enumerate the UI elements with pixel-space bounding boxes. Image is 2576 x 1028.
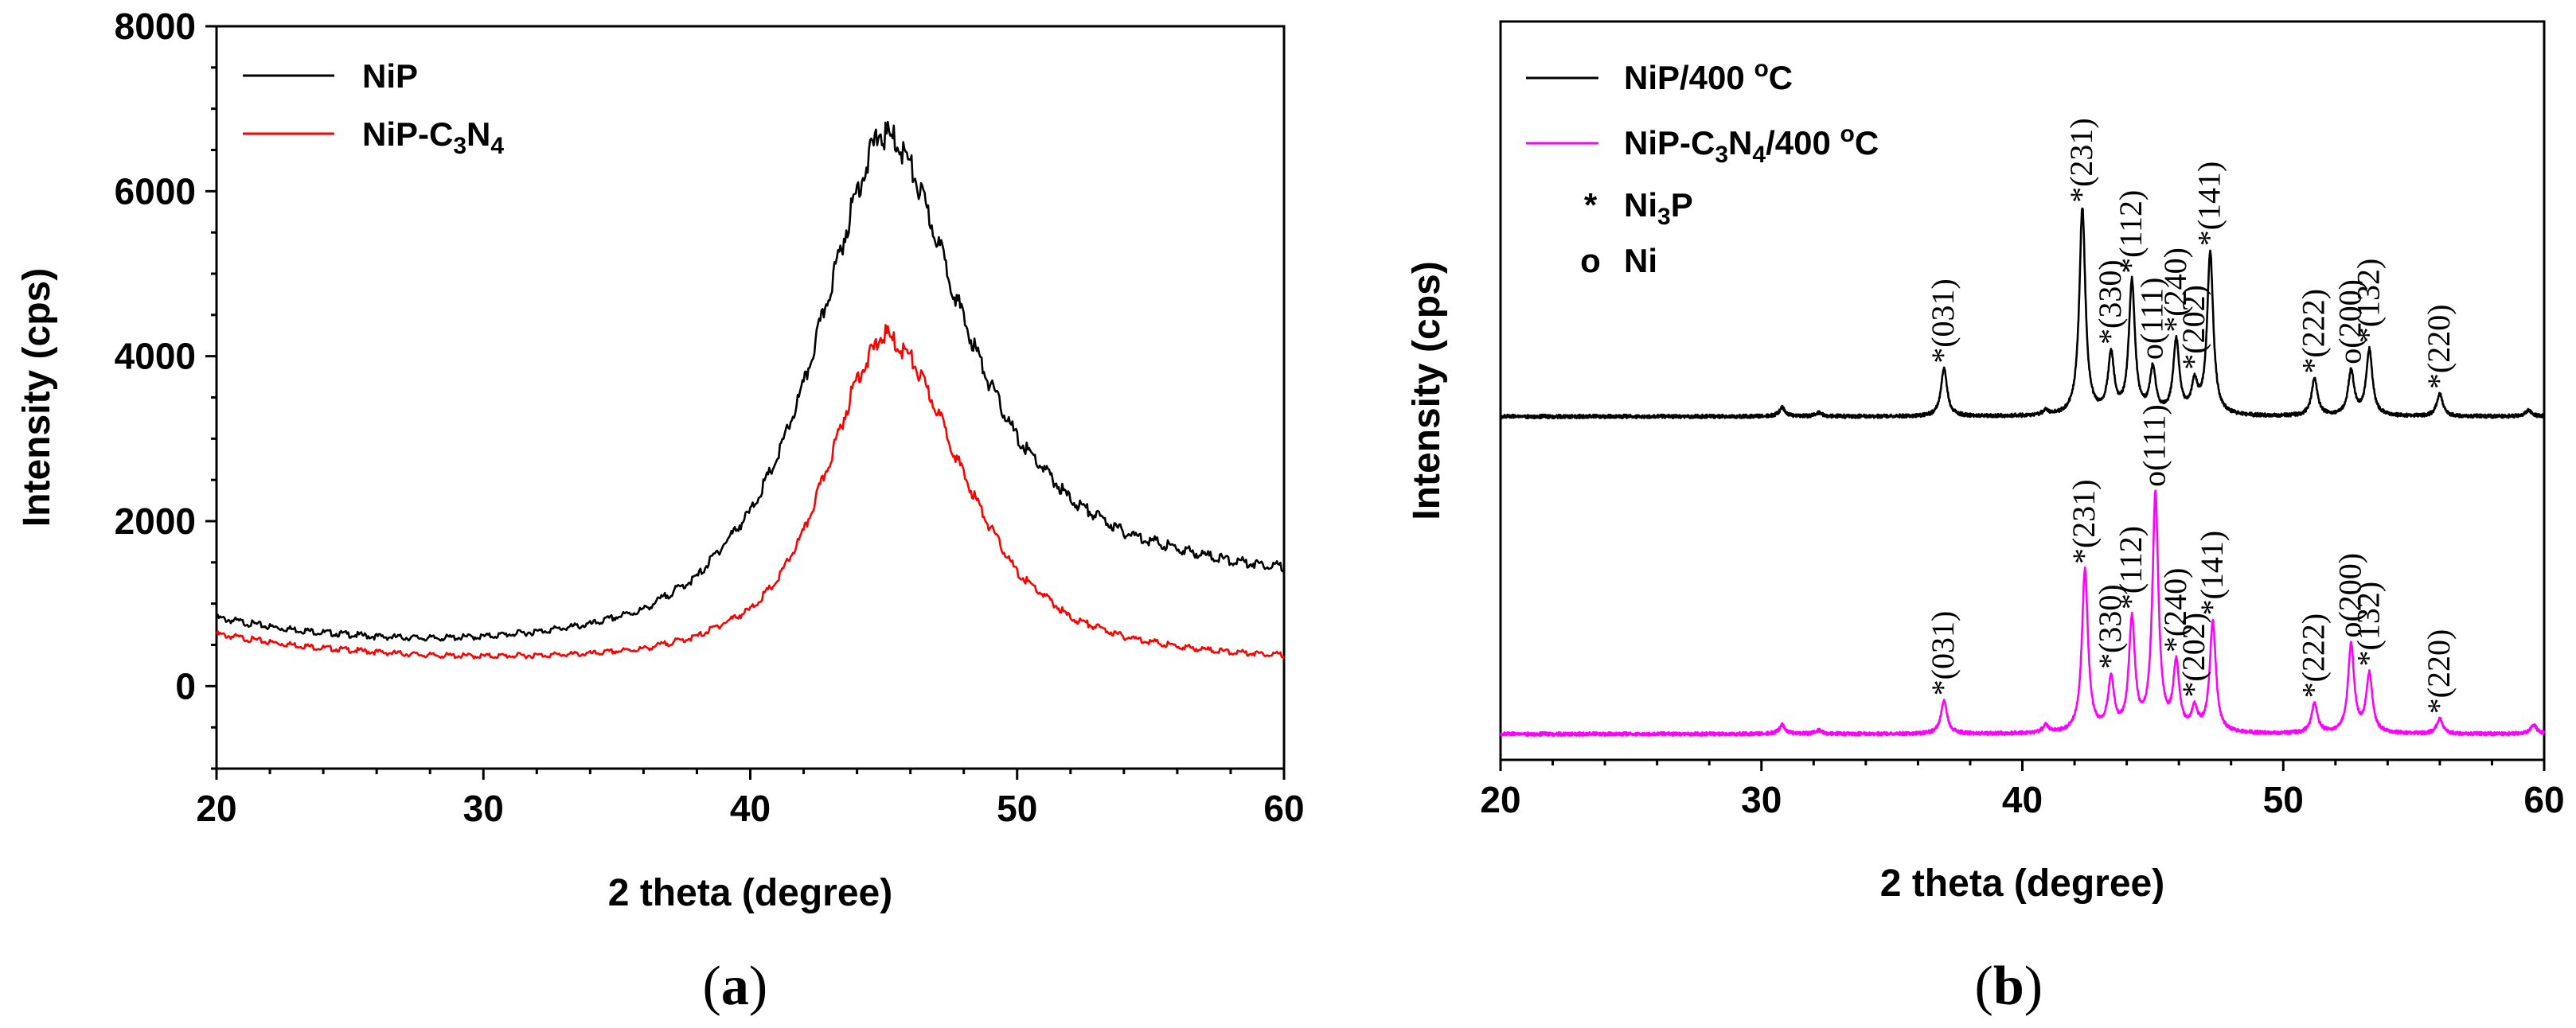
- legend-label: NiP/400 oC: [1624, 56, 1793, 96]
- peak-annotation: o(111): [2133, 278, 2169, 360]
- peak-annotation: *(330): [2092, 584, 2128, 669]
- panel-label-paren: ): [2024, 956, 2043, 1017]
- peak-annotation: *(222): [2296, 613, 2332, 699]
- peak-annotation: *(202): [2176, 285, 2211, 370]
- peak-annotation: *(240): [2157, 247, 2193, 333]
- peak-annotation: *(240): [2157, 567, 2193, 652]
- legend-text-part: N: [466, 115, 490, 153]
- y-tick-label: 8000: [115, 6, 196, 47]
- x-tick-label: 50: [2263, 779, 2304, 820]
- peak-annotation: *(141): [2191, 162, 2227, 247]
- peak-annotation: *(141): [2194, 531, 2230, 616]
- series-line-nip-c3n4-400c: [1500, 489, 2546, 738]
- legend-marker-label: Ni3P: [1624, 186, 1693, 230]
- y-tick-label: 0: [175, 665, 196, 707]
- x-tick-label: 30: [1741, 779, 1782, 820]
- legend-text-part: 3: [1657, 204, 1671, 230]
- peak-annotation: *(112): [2113, 190, 2149, 274]
- panel-label: (a): [703, 956, 768, 1017]
- legend-text-part: Ni: [1624, 186, 1657, 224]
- legend-marker-label: Ni: [1624, 242, 1657, 279]
- peak-annotation: *(222): [2296, 289, 2332, 374]
- legend-text-part: C: [1855, 124, 1879, 162]
- peak-annotation: *(231): [2066, 479, 2102, 564]
- x-tick-label: 40: [730, 788, 771, 829]
- series-line-nip-c3n4: [215, 324, 1285, 660]
- legend-text-part: NiP-C: [362, 115, 453, 153]
- x-tick-label: 20: [1480, 779, 1520, 820]
- x-tick-label: 60: [2523, 779, 2564, 820]
- series-line-nip-400c: [1500, 207, 2546, 419]
- legend-text-part: N: [1728, 124, 1752, 162]
- peak-annotation: *(031): [1925, 611, 1961, 696]
- legend-text-part: Ni: [1624, 242, 1657, 279]
- peak-annotation: *(132): [2350, 259, 2386, 344]
- peak-annotation: *(031): [1925, 278, 1961, 364]
- x-tick-label: 20: [196, 788, 236, 829]
- panel-label-paren: (: [703, 956, 721, 1017]
- legend-text-part: /400: [1766, 124, 1840, 162]
- legend-text-part: 3: [1715, 142, 1728, 168]
- legend-text-part: o: [1754, 56, 1768, 82]
- peak-annotation: *(330): [2092, 259, 2128, 345]
- legend-text-part: 4: [490, 133, 504, 159]
- legend-label: NiP-C3N4/400 oC: [1624, 121, 1879, 168]
- legend-text-part: C: [1769, 59, 1793, 96]
- peak-annotation: *(220): [2421, 304, 2457, 389]
- x-axis-label: 2 theta (degree): [1880, 863, 2164, 905]
- legend-text-part: 4: [1752, 142, 1766, 168]
- panel-label-paren: (: [1975, 956, 1993, 1017]
- legend-marker-symbol: o: [1580, 242, 1601, 279]
- y-axis-label: Intensity (cps): [16, 268, 58, 527]
- peak-annotation: *(231): [2063, 118, 2099, 203]
- x-axis-label: 2 theta (degree): [608, 872, 892, 914]
- legend-text-part: NiP-C: [1624, 124, 1715, 162]
- y-tick-label: 4000: [115, 336, 196, 377]
- legend-text-part: o: [1840, 121, 1854, 147]
- legend-label: NiP: [362, 57, 418, 95]
- panel-label-letter: a: [721, 956, 749, 1017]
- panel-label: (b): [1975, 956, 2043, 1017]
- y-axis-label: Intensity (cps): [1406, 261, 1448, 520]
- peak-annotation: *(202): [2176, 613, 2211, 698]
- peak-annotation: o(111): [2137, 404, 2172, 487]
- x-tick-label: 30: [463, 788, 504, 829]
- series-line-nip: [215, 120, 1285, 642]
- legend-text-part: NiP/400: [1624, 59, 1754, 96]
- panel-label-paren: ): [749, 956, 767, 1017]
- legend-label: NiP-C3N4: [362, 115, 504, 159]
- legend-marker-symbol: *: [1584, 186, 1598, 224]
- peak-annotation: *(132): [2350, 582, 2386, 667]
- y-tick-label: 6000: [115, 170, 196, 212]
- panel-b-chart: *(031)*(231)*(330)*(112)o(111)*(240)*(20…: [1406, 20, 2565, 1017]
- x-tick-label: 50: [997, 788, 1037, 829]
- x-tick-label: 40: [2002, 779, 2043, 820]
- peak-annotation: *(112): [2113, 526, 2149, 609]
- x-tick-label: 60: [1263, 788, 1304, 829]
- panel-a-chart: 20 30 40 50 60 0 2000 4000 6000 8000 2 theta (degr…: [16, 6, 1305, 1017]
- legend-text-part: 3: [453, 133, 466, 159]
- peak-annotation: *(220): [2421, 629, 2457, 715]
- peak-annotation: o(200): [2332, 279, 2367, 364]
- y-tick-label: 2000: [115, 500, 196, 542]
- legend-text-part: P: [1671, 186, 1693, 224]
- panel-label-letter: b: [1993, 956, 2024, 1017]
- peak-annotation: o(200): [2332, 553, 2367, 638]
